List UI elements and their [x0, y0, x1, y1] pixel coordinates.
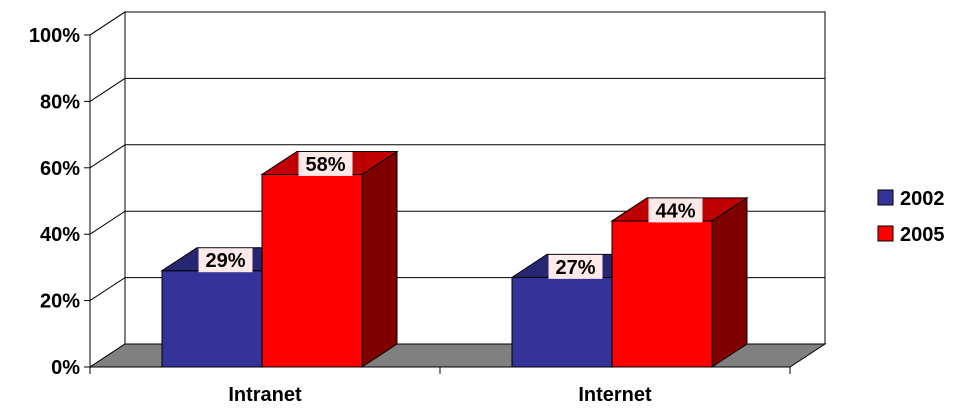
data-label: 29% [205, 250, 245, 272]
y-tick-label: 40% [40, 224, 80, 246]
legend-swatch [877, 189, 894, 206]
bar-front [511, 276, 613, 368]
data-label: 44% [655, 200, 695, 222]
y-axis: 0% 20% 40% 60% 80% 100% [29, 25, 91, 379]
gridline [89, 77, 825, 102]
y-tick-label: 0% [51, 357, 80, 379]
y-tick-label: 80% [40, 91, 80, 113]
data-label-bg [548, 254, 603, 279]
legend-swatch [877, 225, 894, 242]
x-tick-label: Intranet [228, 384, 302, 406]
y-tick-label: 100% [29, 25, 80, 47]
bar-side [361, 150, 398, 368]
bar-front [611, 220, 713, 368]
y-tick-label: 20% [40, 291, 80, 313]
bars [160, 150, 749, 368]
bar-front [261, 173, 363, 368]
gridline [89, 210, 825, 235]
side-wall [89, 11, 126, 368]
x-tick-label: Internet [578, 384, 652, 406]
data-label-bg [198, 248, 253, 273]
data-label-bg [648, 198, 703, 223]
bar [260, 150, 399, 368]
bar [610, 196, 749, 368]
legend-label: 2002 [900, 188, 945, 210]
data-label-bg [298, 151, 353, 176]
gridline [89, 11, 825, 36]
gridline [89, 144, 825, 169]
data-labels: 29% 58% 27% 44% [198, 151, 703, 279]
data-label: 27% [555, 257, 595, 279]
legend-label: 2005 [900, 224, 945, 246]
x-axis: Intranet Internet [89, 366, 791, 406]
bar-front [161, 270, 263, 368]
bar-side [711, 196, 748, 368]
gridlines [89, 11, 825, 302]
legend: 2002 2005 [866, 178, 974, 266]
y-tick-label: 60% [40, 158, 80, 180]
data-label: 58% [305, 154, 345, 176]
